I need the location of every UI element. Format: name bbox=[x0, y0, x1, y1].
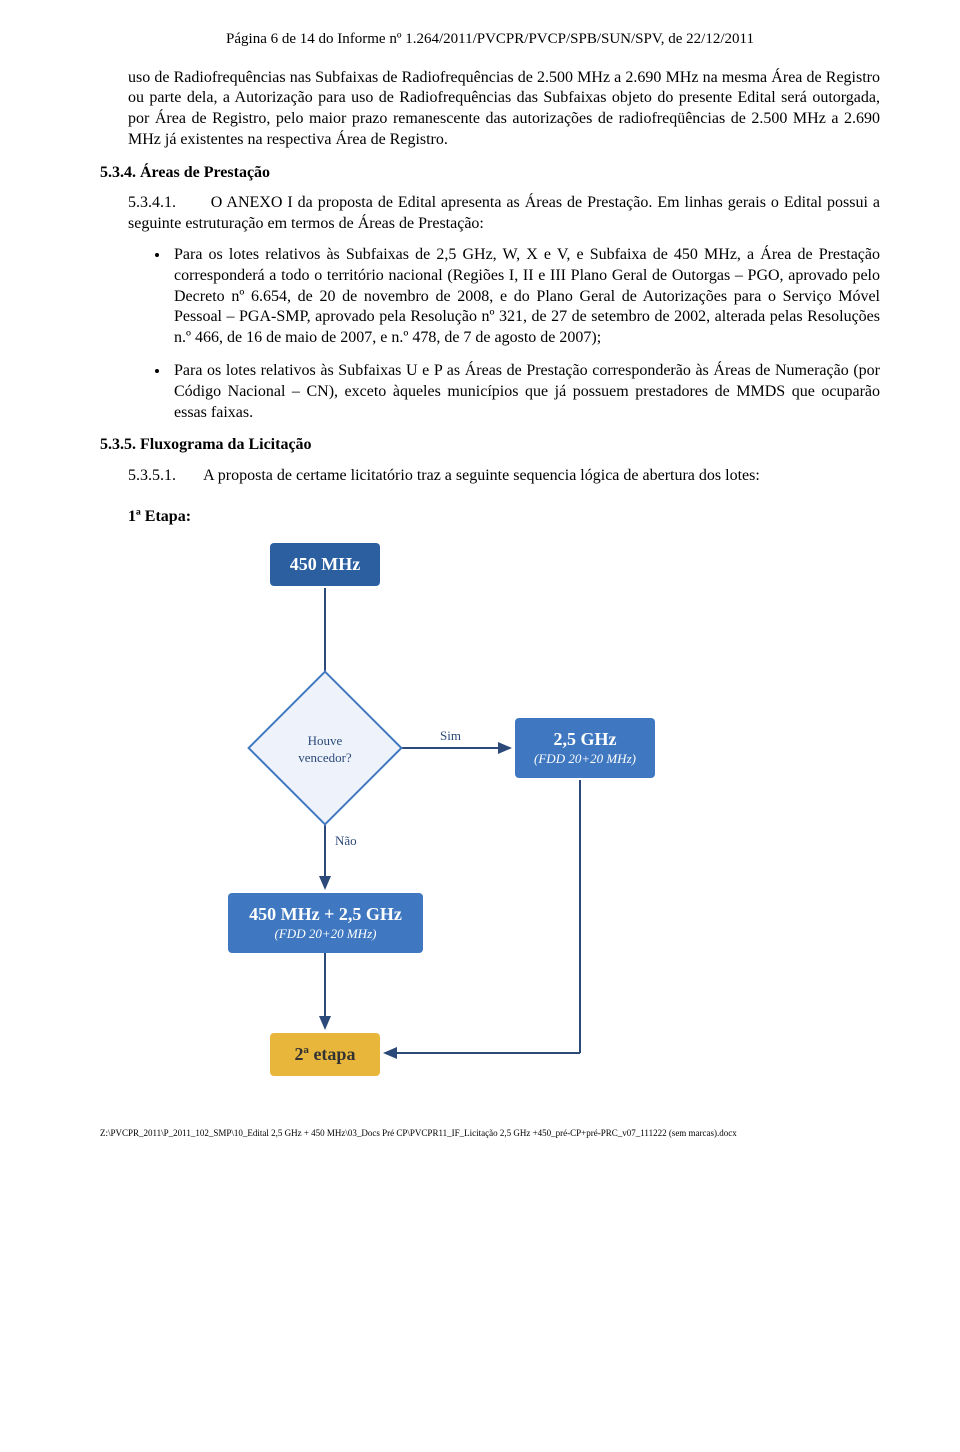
section-535-heading: 5.3.5. Fluxograma da Licitação bbox=[100, 435, 880, 456]
flow-box-no: 450 MHz + 2,5 GHz (FDD 20+20 MHz) bbox=[228, 893, 423, 953]
bullet-list: Para os lotes relativos às Subfaixas de … bbox=[170, 245, 880, 423]
para-5351: 5.3.5.1. A proposta de certame licitatór… bbox=[128, 466, 880, 487]
flow-box-yes: 2,5 GHz (FDD 20+20 MHz) bbox=[515, 718, 655, 778]
flow-diamond-line2: vencedor? bbox=[298, 750, 351, 765]
section-535-title: Fluxograma da Licitação bbox=[140, 436, 312, 453]
section-534-title: Áreas de Prestação bbox=[140, 164, 270, 181]
para-5341-num: 5.3.4.1. bbox=[128, 194, 176, 211]
flow-box-yes-title: 2,5 GHz bbox=[529, 728, 641, 751]
flow-box-start-title: 450 MHz bbox=[284, 553, 366, 576]
flow-box-start: 450 MHz bbox=[270, 543, 380, 586]
flow-diamond-line1: Houve bbox=[308, 733, 343, 748]
para-5341: 5.3.4.1. O ANEXO I da proposta de Edital… bbox=[128, 193, 880, 235]
flowchart-arrows bbox=[210, 538, 730, 1098]
flowchart: 450 MHz Houve vencedor? Sim Não 2,5 GHz … bbox=[210, 538, 730, 1098]
flow-box-yes-sub: (FDD 20+20 MHz) bbox=[529, 751, 641, 768]
para-5351-num: 5.3.5.1. bbox=[128, 467, 176, 484]
bullet-item: Para os lotes relativos às Subfaixas U e… bbox=[170, 361, 880, 423]
section-534-num: 5.3.4. bbox=[100, 164, 136, 181]
bullet-item: Para os lotes relativos às Subfaixas de … bbox=[170, 245, 880, 349]
flow-edge-yes: Sim bbox=[440, 728, 461, 745]
section-534-heading: 5.3.4. Áreas de Prestação bbox=[100, 163, 880, 184]
page-header: Página 6 de 14 do Informe nº 1.264/2011/… bbox=[100, 30, 880, 50]
footer-path: Z:\PVCPR_2011\P_2011_102_SMP\10_Edital 2… bbox=[100, 1128, 880, 1140]
flow-box-no-sub: (FDD 20+20 MHz) bbox=[242, 926, 409, 943]
stage-label: 1ª Etapa: bbox=[128, 507, 880, 528]
flow-edge-no: Não bbox=[335, 833, 357, 850]
flow-box-end-title: 2ª etapa bbox=[284, 1043, 366, 1066]
flow-diamond-label: Houve vencedor? bbox=[255, 733, 395, 767]
para-5341-text: O ANEXO I da proposta de Edital apresent… bbox=[128, 194, 880, 232]
flow-box-no-title: 450 MHz + 2,5 GHz bbox=[242, 903, 409, 926]
para-5351-text: A proposta de certame licitatório traz a… bbox=[203, 467, 760, 484]
flow-box-end: 2ª etapa bbox=[270, 1033, 380, 1076]
section-535-num: 5.3.5. bbox=[100, 436, 136, 453]
intro-paragraph: uso de Radiofrequências nas Subfaixas de… bbox=[128, 68, 880, 151]
